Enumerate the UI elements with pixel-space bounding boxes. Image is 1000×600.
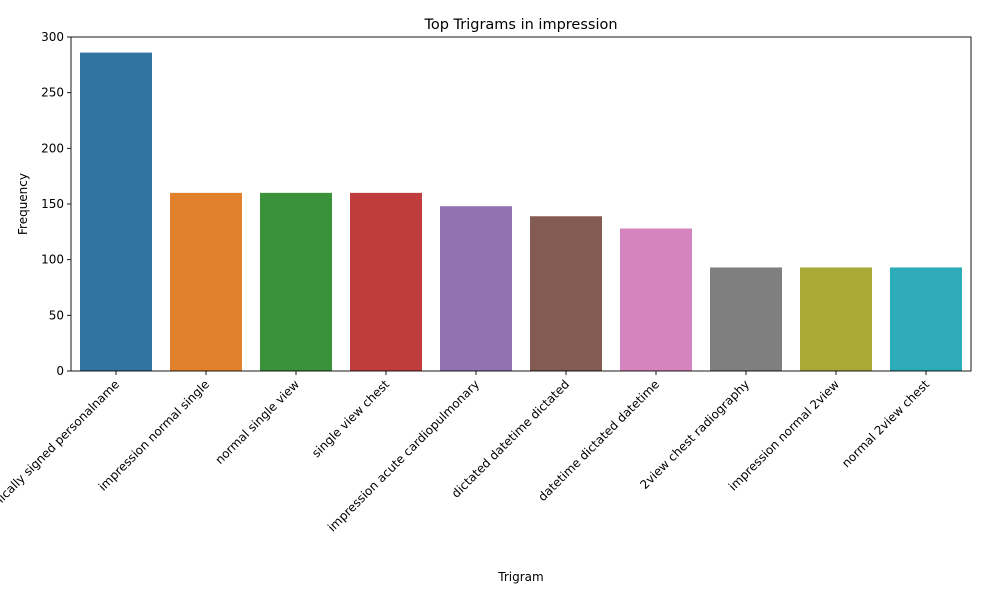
x-axis-title: Trigram	[497, 570, 543, 584]
y-tick-label: 100	[41, 253, 64, 267]
plot-frame	[70, 36, 972, 372]
y-axis: 0 50 100 150 200 250 300	[41, 30, 71, 378]
bar	[800, 267, 872, 371]
x-tick-label: normal single view	[212, 377, 302, 467]
bar	[170, 192, 242, 371]
x-axis: electronically signed personalname impres…	[0, 371, 932, 538]
x-tick-label: electronically signed personalname	[0, 377, 122, 538]
y-tick-label: 200	[41, 141, 64, 155]
bar	[260, 192, 332, 371]
x-tick-label: normal 2view chest	[839, 377, 932, 470]
bar	[890, 267, 962, 371]
bar	[440, 206, 512, 371]
chart-title: Top Trigrams in impression	[423, 17, 617, 33]
y-tick-label: 250	[41, 86, 64, 100]
y-tick-label: 150	[41, 197, 64, 211]
y-axis-title: Frequency	[16, 173, 30, 235]
bar	[530, 216, 602, 371]
bar	[620, 228, 692, 371]
y-tick-label: 0	[56, 364, 64, 378]
bar	[350, 192, 422, 371]
x-tick-label: single view chest	[309, 377, 392, 460]
y-tick-label: 300	[41, 30, 64, 44]
bar	[80, 52, 152, 371]
x-tick-label: impression acute cardiopulmonary	[325, 377, 482, 534]
bar	[710, 267, 782, 371]
y-tick-label: 50	[49, 308, 64, 322]
plot-area	[80, 52, 962, 371]
